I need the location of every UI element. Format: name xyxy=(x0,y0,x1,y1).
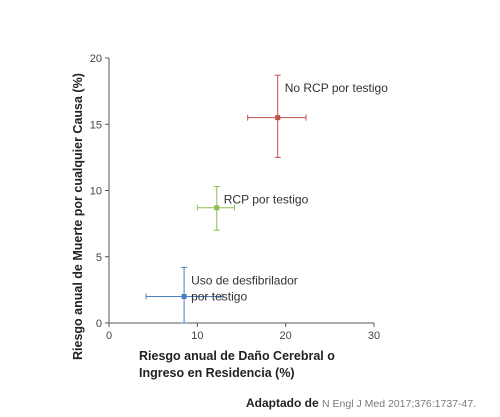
data-point-group: RCP por testigo xyxy=(196,186,309,231)
x-tick-label: 10 xyxy=(191,330,203,342)
source-citation: Adaptado de N Engl J Med 2017;376:1737-4… xyxy=(246,396,476,410)
data-point-group: Uso de desfibrilador por testigo xyxy=(145,266,298,324)
data-point-label: Uso de desfibrilador xyxy=(191,273,298,287)
data-point-marker xyxy=(275,115,281,121)
y-tick-label: 0 xyxy=(96,318,102,330)
y-tick-label: 5 xyxy=(96,252,102,264)
x-tick-label: 30 xyxy=(368,330,380,342)
x-axis-label-line2: Ingreso en Residencia (%) xyxy=(139,366,295,380)
source-lead: Adaptado de xyxy=(246,396,319,410)
data-point-label: No RCP por testigo xyxy=(285,81,388,95)
x-axis-label-line1: Riesgo anual de Daño Cerebral o xyxy=(139,349,335,363)
y-axis-label: Riesgo anual de Muerte por cualquier Cau… xyxy=(71,73,85,360)
points-layer: Uso de desfibrilador por testigo RCP por t… xyxy=(145,74,388,324)
x-tick-label: 20 xyxy=(280,330,292,342)
data-point-marker xyxy=(181,294,187,299)
source-citation-text: N Engl J Med 2017;376:1737-47. xyxy=(322,398,477,410)
ticks-layer: 0 10 20 30 0 5 10 15 20 xyxy=(90,53,380,342)
y-tick-label: 20 xyxy=(90,53,102,65)
data-point-group: No RCP por testigo xyxy=(247,74,388,158)
x-tick-label: 0 xyxy=(106,330,112,342)
data-point-label: RCP por testigo xyxy=(224,193,309,207)
y-tick-label: 15 xyxy=(90,119,102,131)
y-tick-label: 10 xyxy=(90,186,102,198)
data-point-marker xyxy=(214,205,220,211)
data-point-label: por testigo xyxy=(191,289,247,303)
